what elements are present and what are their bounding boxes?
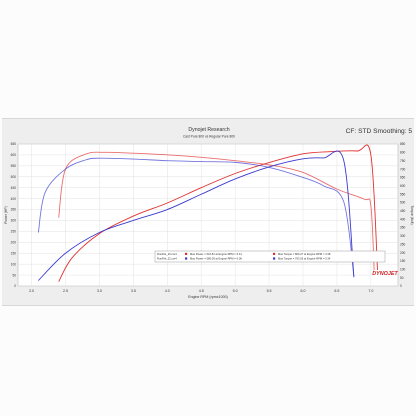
y-left-tick-label: 200 bbox=[11, 241, 17, 245]
legend-file-name: RunFile_22.cor4 bbox=[157, 257, 177, 261]
y-left-tick-label: 500 bbox=[11, 175, 17, 179]
legend-swatch bbox=[185, 252, 188, 255]
y-left-tick-label: 350 bbox=[11, 208, 17, 212]
x-tick-label: 7.0 bbox=[368, 289, 373, 293]
series-line-torque-red bbox=[58, 151, 375, 273]
y-right-tick-label: 200 bbox=[400, 251, 406, 255]
x-tick-label: 2.0 bbox=[29, 289, 34, 293]
x-tick-label: 5.5 bbox=[267, 289, 272, 293]
legend-max-power: Max Power = 616.81 at Engine RPM = 6.41 bbox=[190, 252, 242, 256]
x-tick-label: 3.5 bbox=[131, 289, 136, 293]
x-tick-label: 4.0 bbox=[165, 289, 170, 293]
y-right-tick-label: 450 bbox=[400, 209, 406, 213]
y-left-tick-label: 250 bbox=[11, 230, 17, 234]
x-tick-label: 6.5 bbox=[334, 289, 339, 293]
chart-title: Dynojet Research bbox=[188, 127, 229, 133]
legend-max-torque: Max Torque = 800.27 at Engine RPM = 4.38 bbox=[278, 252, 331, 256]
legend-max-torque: Max Torque = 763.55 at Engine RPM = 3.34 bbox=[278, 257, 331, 261]
x-tick-label: 6.0 bbox=[301, 289, 306, 293]
y-right-tick-label: 850 bbox=[400, 142, 406, 146]
y-right-tick-label: 50 bbox=[400, 276, 404, 280]
y-right-axis-label: Torque (lb-ft) bbox=[410, 205, 414, 224]
x-tick-label: 4.5 bbox=[199, 289, 204, 293]
y-right-tick-label: 150 bbox=[400, 259, 406, 263]
cf-smoothing-label: CF: STD Smoothing: 5 bbox=[346, 128, 413, 135]
legend-box bbox=[154, 250, 386, 263]
x-tick-label: 2.5 bbox=[63, 289, 68, 293]
x-axis-label: Engine RPM (rpmx1000) bbox=[188, 295, 228, 299]
logo-bg bbox=[374, 270, 396, 276]
series-line-power-blue bbox=[38, 150, 355, 281]
y-right-tick-label: 750 bbox=[400, 159, 406, 163]
y-left-tick-label: 0 bbox=[14, 284, 16, 288]
y-right-tick-label: 500 bbox=[400, 201, 406, 205]
legend-file-name: RunFile_20.cor4 bbox=[157, 252, 177, 256]
y-left-tick-label: 450 bbox=[11, 186, 17, 190]
y-right-tick-label: 550 bbox=[400, 192, 406, 196]
series-line-power-red bbox=[58, 144, 379, 282]
y-right-tick-label: 400 bbox=[400, 217, 406, 221]
y-right-tick-label: 650 bbox=[400, 176, 406, 180]
series-line-torque-blue bbox=[37, 157, 355, 277]
y-left-axis-label: Power (HP) bbox=[4, 206, 8, 224]
y-right-tick-label: 350 bbox=[400, 226, 406, 230]
legend-max-power: Max Power = 586.09 at Engine RPM = 6.06 bbox=[190, 257, 242, 261]
x-tick-label: 3.0 bbox=[97, 289, 102, 293]
dynojet-logo: DYNOJET bbox=[372, 270, 398, 277]
y-right-tick-label: 600 bbox=[400, 184, 406, 188]
y-left-tick-label: 100 bbox=[11, 262, 17, 266]
y-right-tick-label: 0 bbox=[400, 284, 402, 288]
y-right-tick-label: 250 bbox=[400, 242, 406, 246]
legend-swatch bbox=[273, 257, 276, 260]
y-left-tick-label: 650 bbox=[11, 142, 17, 146]
y-right-tick-label: 300 bbox=[400, 234, 406, 238]
chart-subtitle: Cast Pure 800 vs Regular Pure 800 bbox=[183, 135, 235, 139]
y-left-tick-label: 550 bbox=[11, 164, 17, 168]
logo-text: DYNOJET bbox=[372, 271, 398, 277]
y-right-tick-label: 100 bbox=[400, 267, 406, 271]
y-left-tick-label: 300 bbox=[11, 219, 17, 223]
x-tick-label: 5.0 bbox=[233, 289, 238, 293]
y-right-tick-label: 700 bbox=[400, 167, 406, 171]
y-right-tick-label: 800 bbox=[400, 151, 406, 155]
y-left-tick-label: 600 bbox=[11, 153, 17, 157]
y-left-tick-label: 400 bbox=[11, 197, 17, 201]
legend-swatch bbox=[185, 257, 188, 260]
legend-swatch bbox=[273, 252, 276, 255]
plot-area bbox=[17, 143, 399, 287]
y-left-tick-label: 150 bbox=[11, 251, 17, 255]
y-left-tick-label: 50 bbox=[12, 273, 16, 277]
